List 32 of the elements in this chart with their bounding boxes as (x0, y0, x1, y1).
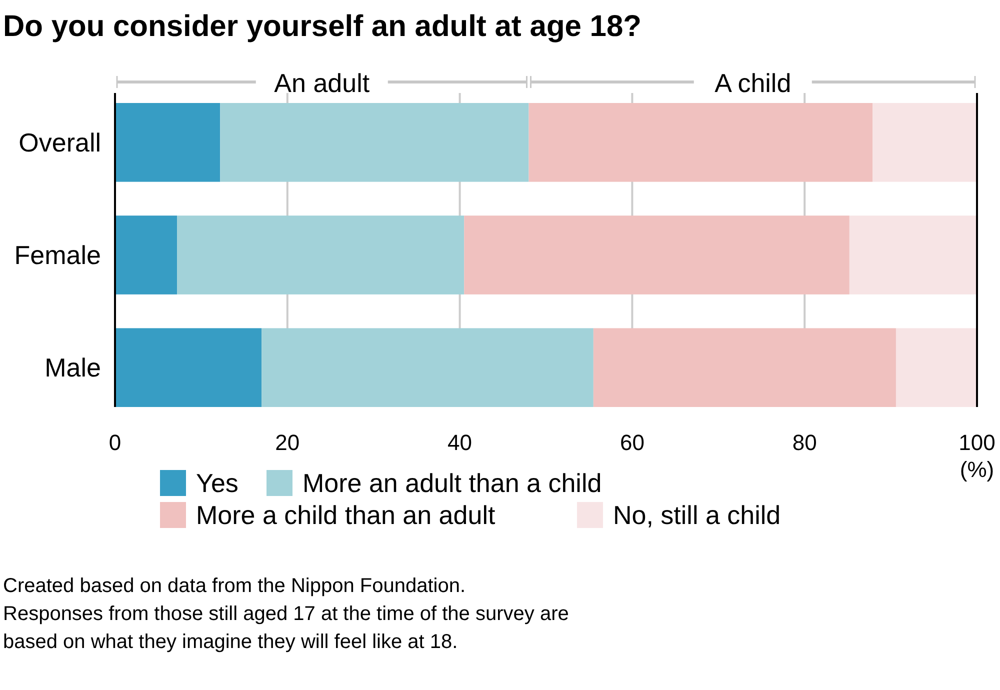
text: Created based on data from the Nippon Foundation. (3, 575, 466, 597)
bar (177, 216, 464, 294)
bar (115, 216, 178, 294)
annotation: An adult (274, 68, 370, 98)
x-axis-title: (%) (960, 457, 994, 482)
text: based on what they imagine they will feel like at 18. (3, 631, 458, 653)
bar (849, 216, 977, 294)
x-tick-label: 100 (958, 430, 996, 455)
bar (528, 103, 873, 182)
annotation: A child (714, 68, 792, 98)
chart-title: Do you consider yourself an adult at age 18? (3, 10, 642, 43)
y-tick-label: Male (44, 352, 101, 383)
y-tick-label: Overall (18, 128, 101, 158)
bar (872, 103, 977, 182)
text: Responses from those still aged 17 at the time of the survey are (3, 603, 569, 625)
bar (896, 328, 977, 407)
legend-label: More an adult than a child (302, 468, 602, 498)
bar (262, 328, 594, 407)
y-tick-label: Female (14, 240, 101, 270)
bar (220, 103, 529, 182)
x-tick-label: 60 (620, 430, 644, 455)
bar (115, 103, 220, 182)
legend-label: No, still a child (613, 500, 781, 530)
bar (464, 216, 850, 294)
bar (115, 328, 262, 407)
x-tick-label: 20 (275, 430, 300, 455)
x-tick-label: 0 (108, 430, 122, 455)
bar (593, 328, 896, 407)
legend-label: More a child than an adult (196, 500, 496, 530)
legend-label: Yes (196, 468, 238, 498)
x-tick-label: 80 (792, 430, 817, 455)
x-tick-label: 40 (448, 430, 472, 455)
